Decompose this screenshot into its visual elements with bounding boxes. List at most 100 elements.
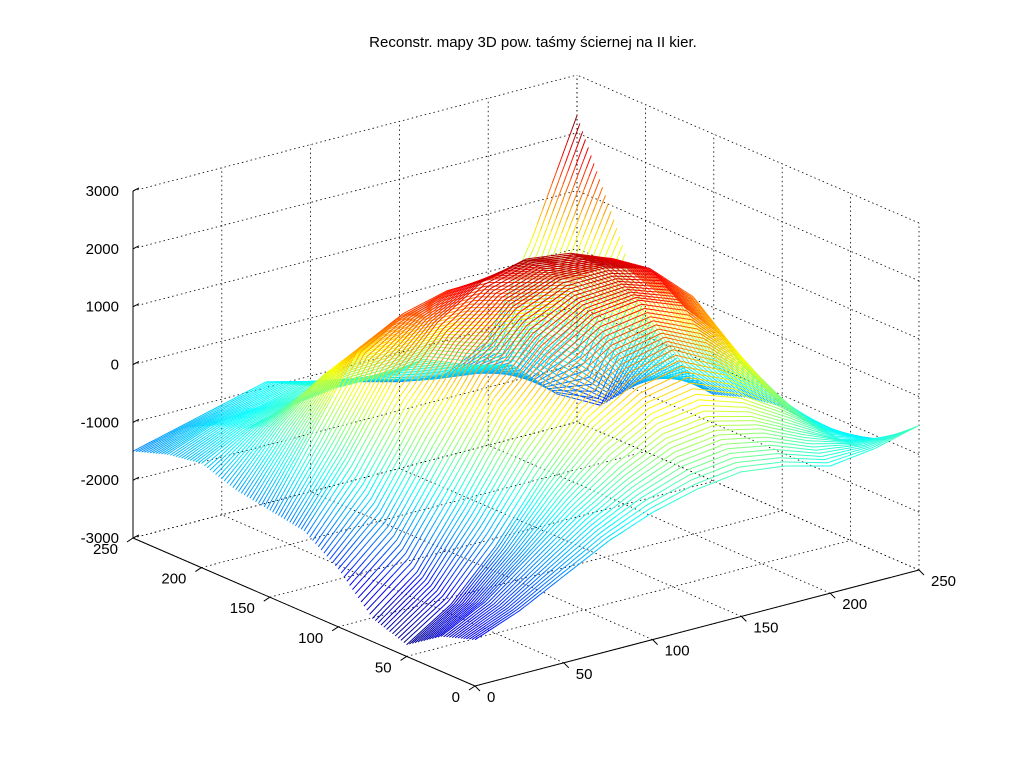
surface-mesh-segment [180, 437, 187, 442]
surface-mesh-segment [260, 402, 267, 407]
surface-mesh-segment [570, 165, 577, 180]
surface-mesh-segment [205, 423, 211, 427]
surface-mesh-segment [242, 397, 249, 402]
surface-mesh-segment [323, 442, 329, 452]
surface-mesh-segment [290, 387, 296, 391]
surface-mesh-segment [188, 434, 195, 439]
surface-mesh-segment [151, 443, 157, 448]
surface-mesh-segment [301, 487, 308, 496]
surface-mesh-segment [172, 427, 178, 432]
surface-mesh-segment [571, 115, 578, 130]
surface-mesh-segment [259, 387, 266, 391]
surface-mesh-segment [214, 423, 220, 427]
surface-mesh-segment [598, 243, 605, 257]
surface-mesh-segment [186, 455, 193, 461]
surface-mesh-segment [517, 375, 523, 379]
surface-mesh-segment [288, 399, 294, 403]
surface-mesh-segment [232, 419, 238, 423]
surface-mesh-segment [218, 410, 224, 414]
surface-mesh-segment [187, 422, 194, 426]
surface-mesh-segment [224, 413, 231, 417]
surface-mesh-segment [220, 463, 226, 470]
surface-mesh-segment [212, 467, 219, 473]
surface-mesh-segment [270, 385, 276, 389]
surface-mesh-segment [228, 415, 234, 419]
surface-mesh-segment [561, 220, 568, 234]
surface-mesh-segment [524, 314, 530, 317]
surface-mesh-segment [316, 461, 322, 471]
surface-mesh-segment [602, 203, 609, 216]
surface-mesh-segment [213, 452, 220, 458]
surface-mesh-segment [204, 419, 210, 423]
surface-mesh-segment [265, 399, 272, 404]
surface-mesh-segment [282, 389, 288, 393]
surface-mesh-segment [180, 449, 186, 454]
surface-mesh-segment [332, 410, 339, 420]
surface-mesh-segment [388, 372, 394, 374]
surface-mesh-segment [201, 412, 208, 416]
surface-mesh-segment [288, 392, 295, 396]
surface-mesh-segment [583, 147, 589, 161]
surface-mesh-segment [449, 311, 455, 314]
surface-mesh-segment [512, 373, 518, 377]
surface-mesh-segment [262, 406, 268, 410]
surface-mesh-segment [225, 458, 231, 465]
surface-mesh-segment [254, 386, 260, 391]
surface-mesh-segment [261, 393, 267, 397]
surface-mesh-segment [251, 389, 258, 394]
surface-mesh-segment [320, 395, 326, 405]
surface-mesh-segment [173, 441, 179, 445]
surface-mesh-segment [236, 413, 242, 417]
surface-mesh-segment [304, 452, 311, 462]
surface-mesh-segment [598, 215, 604, 229]
surface-mesh-segment [332, 424, 339, 435]
surface-mesh-segment [245, 409, 252, 413]
surface-mesh-segment [292, 384, 298, 388]
surface-mesh-segment [575, 152, 582, 166]
surface-mesh [132, 115, 920, 646]
surface-mesh-segment [557, 386, 563, 389]
surface-mesh-segment [498, 361, 504, 364]
surface-mesh-segment [339, 403, 346, 414]
surface-mesh-segment [184, 422, 191, 426]
surface-mesh-segment [325, 430, 331, 441]
surface-mesh-segment [137, 445, 144, 450]
surface-mesh-segment [596, 334, 602, 341]
surface-mesh-segment [605, 211, 612, 224]
surface-mesh-segment [574, 229, 581, 243]
surface-mesh-segment [258, 413, 265, 417]
surface-mesh-segment [206, 441, 213, 446]
surface-mesh-segment [279, 399, 286, 403]
surface-mesh-segment [268, 399, 274, 404]
surface-mesh-segment [579, 217, 586, 231]
surface-mesh-segment [300, 406, 307, 414]
surface-mesh-segment [555, 353, 561, 359]
surface-mesh-segment [224, 430, 230, 436]
surface-mesh-segment [206, 425, 212, 430]
surface-mesh-segment [203, 440, 210, 446]
surface-mesh-segment [234, 408, 240, 412]
surface-mesh-segment [600, 195, 606, 208]
surface-mesh-segment [198, 444, 205, 449]
surface-mesh-segment [156, 440, 162, 445]
surface-mesh-segment [256, 383, 262, 388]
surface-mesh-segment [224, 421, 231, 425]
surface-mesh-segment [282, 399, 289, 403]
surface-mesh-segment [254, 402, 261, 406]
surface-mesh-segment [208, 423, 214, 427]
surface-mesh-segment [200, 417, 206, 421]
surface-mesh-segment [209, 425, 215, 430]
surface-mesh-segment [238, 403, 245, 407]
surface-mesh-segment [217, 423, 223, 427]
surface-mesh-segment [507, 371, 513, 375]
surface-mesh-segment [191, 452, 198, 457]
surface-mesh-segment [263, 390, 269, 395]
surface-mesh-segment [208, 414, 214, 419]
surface-mesh-segment [187, 429, 193, 433]
surface-mesh-segment [566, 128, 573, 143]
surface-mesh-segment [554, 176, 561, 191]
surface-mesh-segment [297, 471, 304, 482]
surface-mesh-segment [586, 183, 593, 197]
surface-mesh-segment [558, 212, 565, 226]
surface-mesh-segment [199, 414, 206, 419]
